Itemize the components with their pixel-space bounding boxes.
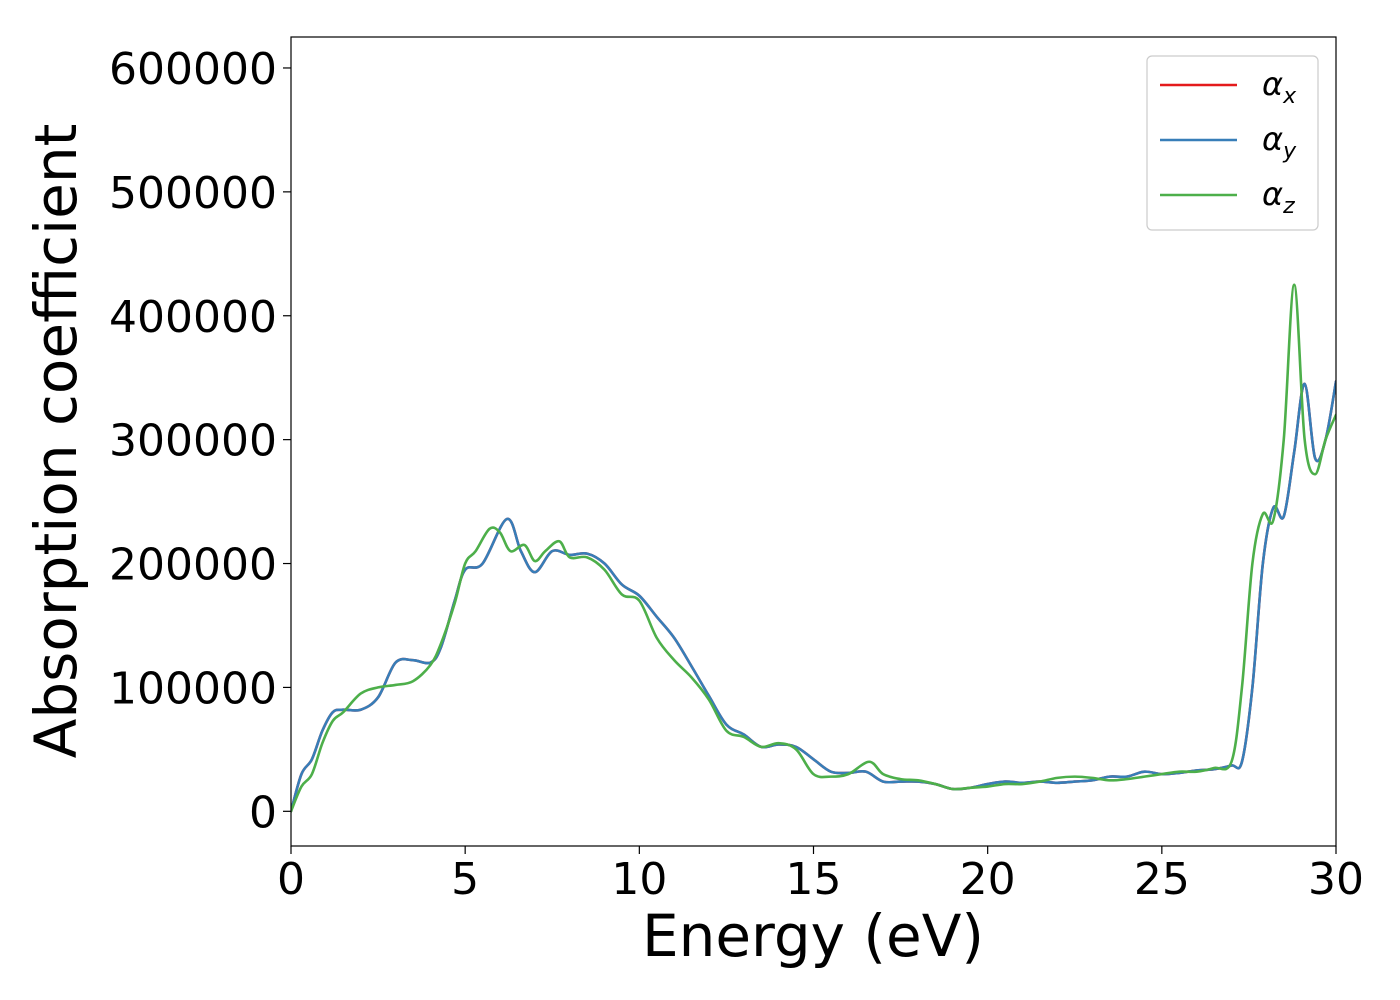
x-axis: 0 5 10 15 20 25 30 xyxy=(277,846,1364,905)
x-tick-label: 30 xyxy=(1308,854,1364,905)
y-axis: 0 100000 200000 300000 400000 500000 600000 xyxy=(109,44,291,838)
x-tick-label: 25 xyxy=(1134,854,1190,905)
y-tick-label: 200000 xyxy=(109,540,277,591)
legend-label-alpha-x: αx xyxy=(1262,65,1297,109)
legend: αx αy αz xyxy=(1146,55,1319,231)
x-tick-label: 5 xyxy=(451,854,479,905)
legend-box xyxy=(1146,55,1319,231)
x-tick-label: 10 xyxy=(611,854,667,905)
x-tick-label: 0 xyxy=(277,854,305,905)
y-tick-label: 400000 xyxy=(109,292,277,343)
y-axis-label: Absorption coefficient xyxy=(22,124,90,759)
y-tick-label: 300000 xyxy=(109,416,277,467)
x-tick-label: 20 xyxy=(960,854,1016,905)
x-tick-label: 15 xyxy=(786,854,842,905)
x-axis-label: Energy (eV) xyxy=(642,902,984,970)
series-layer xyxy=(291,283,1336,813)
legend-label-alpha-y: αy xyxy=(1262,120,1297,164)
y-tick-label: 100000 xyxy=(109,663,277,714)
y-tick-label: 0 xyxy=(249,787,277,838)
y-tick-label: 600000 xyxy=(109,44,277,95)
series-line-alpha-z xyxy=(291,283,1336,813)
y-tick-label: 500000 xyxy=(109,168,277,219)
legend-label-alpha-z: αz xyxy=(1262,175,1295,219)
